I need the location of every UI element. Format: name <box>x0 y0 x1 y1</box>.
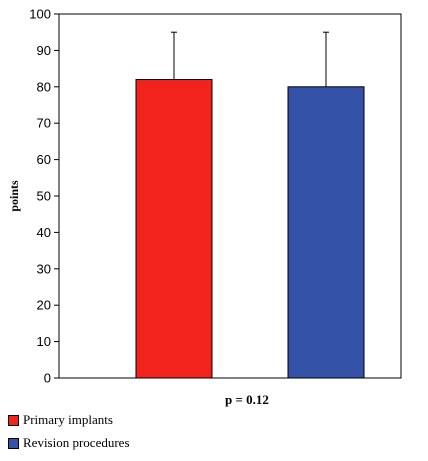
y-axis: 0 10 20 30 40 50 60 70 80 90 100 <box>29 7 59 386</box>
y-axis-title: points <box>7 180 21 212</box>
bar-chart: 0 10 20 30 40 50 60 70 80 90 100 points p = 0.12 <box>7 7 402 407</box>
y-tick-label: 30 <box>37 261 51 276</box>
legend-label-revision-procedures: Revision procedures <box>23 435 130 450</box>
legend-swatch-primary-implants <box>8 414 19 426</box>
legend-item-revision-procedures: Revision procedures <box>8 433 130 453</box>
p-value-annotation: p = 0.12 <box>225 392 269 407</box>
y-tick-label: 90 <box>37 43 51 58</box>
y-tick-label: 50 <box>37 189 51 204</box>
y-tick-label: 100 <box>29 7 51 22</box>
legend: Primary implants Revision procedures <box>8 410 130 456</box>
y-tick-label: 20 <box>37 298 51 313</box>
legend-swatch-revision-procedures <box>8 437 19 449</box>
y-tick-label: 80 <box>37 79 51 94</box>
bar-revision-procedures <box>287 86 365 379</box>
bars <box>135 31 365 379</box>
y-tick-label: 0 <box>44 371 51 386</box>
legend-label-primary-implants: Primary implants <box>23 412 113 427</box>
legend-item-primary-implants: Primary implants <box>8 410 130 430</box>
y-tick-label: 10 <box>37 334 51 349</box>
y-tick-label: 60 <box>37 152 51 167</box>
y-tick-label: 70 <box>37 116 51 131</box>
y-tick-label: 40 <box>37 225 51 240</box>
bar-primary-implants <box>135 79 213 379</box>
